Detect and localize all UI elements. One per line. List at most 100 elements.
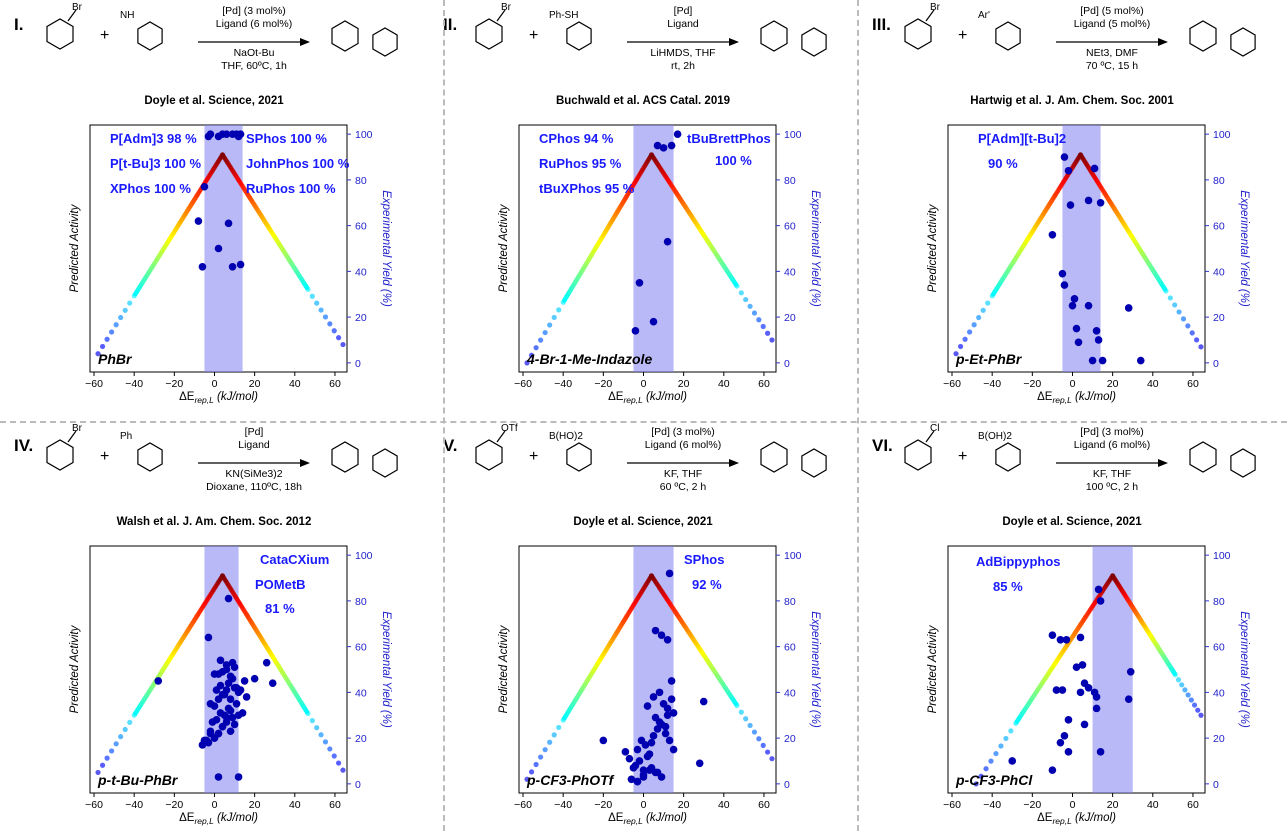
y-tick-label: 0 (1213, 358, 1219, 370)
y-axis-label-left: Predicted Activity (498, 624, 510, 713)
volcano-point (1182, 687, 1188, 693)
y-tick-label: 80 (1213, 596, 1225, 608)
yield-points (631, 130, 682, 335)
volcano-point (649, 152, 654, 158)
reactant-a-structure: Cl (904, 423, 939, 471)
x-tick-label: 40 (1147, 799, 1159, 811)
citation: Walsh et al. J. Am. Chem. Soc. 2012 (117, 516, 312, 528)
reactant-b-label: Ph (120, 431, 132, 442)
y-tick-label: 0 (1213, 779, 1219, 791)
ligand-label: P[Adm]3 98 % (110, 131, 197, 146)
volcano-point (1175, 677, 1182, 683)
x-tick-label: −60 (943, 378, 961, 390)
ligand-label: P[t-Bu]3 100 % (110, 156, 201, 171)
panel-4: IV. Br + Ph [Pd] Ligand KN(SiMe3)2 Dioxane, 110… (0, 421, 429, 836)
ligand-label: POMetB (255, 577, 306, 592)
yield-point (1096, 597, 1105, 605)
yield-point (663, 635, 672, 644)
volcano-point (314, 300, 320, 306)
volcano-point (756, 736, 762, 742)
x-tick-label: −40 (554, 799, 572, 811)
yield-point (1064, 748, 1073, 756)
reactant-a-label: Cl (930, 423, 939, 434)
volcano-point (953, 351, 959, 357)
reactant-b-label: NH (120, 10, 134, 21)
y-tick-label: 0 (355, 358, 361, 370)
yield-point (635, 279, 644, 287)
yield-point (1060, 281, 1069, 289)
volcano-point (220, 152, 225, 158)
panel-1: I. Br + NH [Pd] (3 mol%) Ligand (6 mol%) NaOt-… (0, 0, 429, 415)
yield-point (1124, 304, 1133, 312)
plus-sign: + (529, 27, 538, 44)
yield-point (599, 736, 608, 745)
condition-line: 60 ºC, 2 h (660, 481, 707, 493)
yield-point (669, 745, 678, 754)
y-tick-label: 100 (1213, 550, 1231, 562)
yield-point (1060, 732, 1069, 740)
condition-line: [Pd] (674, 5, 693, 17)
yield-point (228, 713, 237, 722)
volcano-point (113, 322, 119, 328)
volcano-point (751, 729, 758, 735)
condition-line: [Pd] (5 mol%) (1080, 5, 1144, 17)
condition-line: NEt3, DMF (1086, 47, 1138, 59)
yield-point (194, 217, 203, 225)
yield-point (1076, 633, 1085, 642)
yield-point (228, 262, 237, 271)
yield-point (1048, 230, 1057, 239)
substrate-label: p-t-Bu-PhBr (97, 772, 179, 788)
yield-point (198, 262, 207, 271)
y-tick-label: 60 (784, 221, 796, 233)
yield-point (655, 688, 664, 697)
x-tick-label: 60 (758, 799, 770, 811)
ligand-label: 100 % (715, 153, 752, 168)
x-tick-label: −20 (1023, 378, 1041, 390)
volcano-point (104, 755, 110, 761)
volcano-curve (524, 573, 775, 782)
yield-point (1072, 663, 1081, 672)
x-tick-label: 20 (249, 799, 261, 811)
reactant-b-structure: Ph (120, 431, 163, 472)
reactant-a-structure: Br (475, 2, 512, 50)
yield-point (627, 775, 636, 784)
yield-point (1052, 686, 1061, 694)
ligand-label: 85 % (993, 579, 1023, 594)
yield-point (236, 130, 245, 138)
y-tick-label: 80 (355, 596, 367, 608)
separator-horizontal (0, 421, 1287, 423)
y-tick-label: 80 (1213, 175, 1225, 187)
y-axis-label-right: Experimental Yield (%) (1238, 611, 1250, 728)
y-tick-label: 20 (355, 733, 367, 745)
panel-svg: I. Br + NH [Pd] (3 mol%)Ligand (6 mol%) NaOt-… (14, 2, 398, 405)
volcano-point (1189, 330, 1195, 336)
yield-point (651, 626, 660, 635)
reactant-a-structure: Br (904, 2, 941, 50)
product-structure-ring (801, 27, 827, 57)
yield-point (250, 674, 259, 683)
volcano-point (542, 329, 548, 336)
condition-line: rt, 2h (671, 60, 695, 72)
volcano-point (551, 732, 557, 738)
yield-point (1092, 327, 1101, 335)
roman-numeral: IV. (14, 436, 33, 455)
volcano-point (95, 351, 101, 357)
condition-line: KN(SiMe3)2 (225, 468, 282, 480)
yield-point (667, 695, 676, 704)
yield-point (224, 594, 233, 603)
yield-point (633, 745, 642, 754)
yield-point (1096, 198, 1105, 207)
volcano-point (957, 343, 964, 350)
volcano-point (985, 300, 991, 306)
reactant-b-label: B(HO)2 (549, 431, 583, 442)
y-axis-label-right: Experimental Yield (%) (809, 611, 821, 728)
volcano-point (340, 341, 346, 348)
volcano-point (1180, 316, 1187, 322)
yield-point (154, 677, 163, 685)
volcano-point (1198, 344, 1204, 350)
yield-point (1080, 720, 1089, 729)
yield-point (1062, 635, 1071, 644)
panel-2: II. Br + Ph-SH [Pd] Ligand LiHMDS, THF rt, 2h Bu… (429, 0, 858, 415)
volcano-point (1110, 573, 1116, 579)
